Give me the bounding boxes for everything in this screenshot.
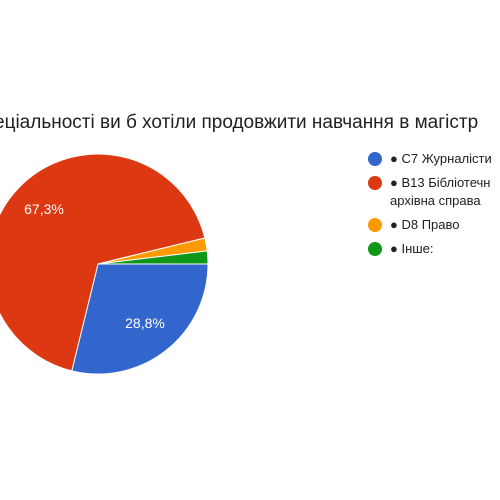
legend-label-b13-line1: ● В13 Бібліотечн <box>390 175 491 190</box>
legend-swatch-c7 <box>368 152 382 166</box>
legend-label-other: ● Інше: <box>390 241 434 256</box>
legend-label-d8: ● D8 Право <box>390 217 460 232</box>
pie-slice-other[interactable] <box>97 250 209 265</box>
title-line-1: еціальності ви б хотіли продовжити навча… <box>0 112 479 133</box>
legend-swatch-other <box>368 242 382 256</box>
pie-slice-c7[interactable] <box>71 263 209 375</box>
legend-label-b13-line2: архівна справа <box>390 193 481 208</box>
legend-item-other[interactable]: ● Інше: <box>368 240 500 258</box>
legend-item-c7[interactable]: ● С7 Журналісти <box>368 150 500 168</box>
chart-legend: ● С7 Журналісти ● В13 Бібліотечн архівна… <box>368 150 500 264</box>
legend-label-c7: ● С7 Журналісти <box>390 151 492 166</box>
legend-item-d8[interactable]: ● D8 Право <box>368 216 500 234</box>
legend-item-b13[interactable]: ● В13 Бібліотечн архівна справа <box>368 174 500 210</box>
slice-label-b13: 67,3% <box>24 201 64 217</box>
legend-swatch-b13 <box>368 176 382 190</box>
legend-swatch-d8 <box>368 218 382 232</box>
slice-label-c7: 28,8% <box>125 315 165 331</box>
